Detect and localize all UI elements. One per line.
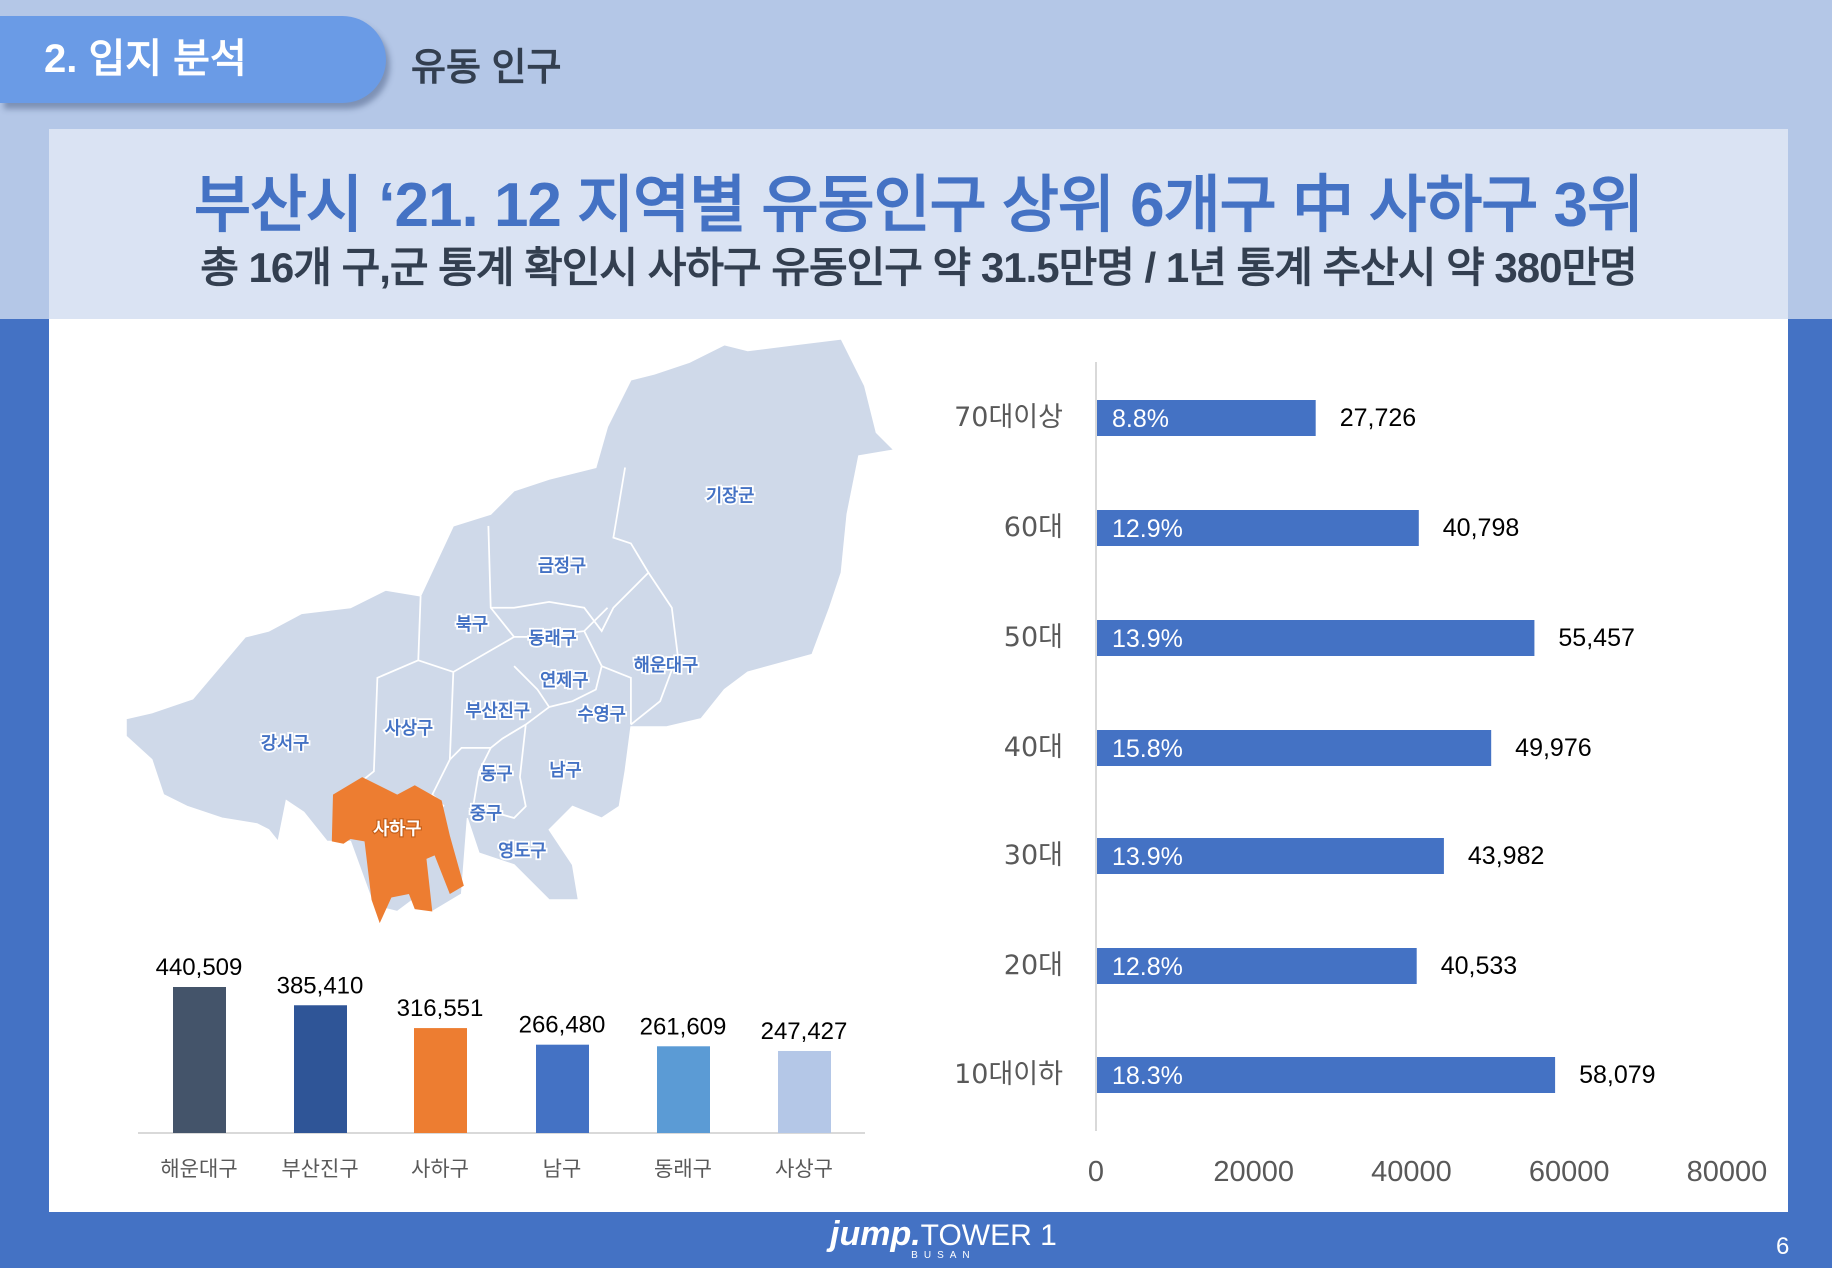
district-label-sahagu: 사하구 xyxy=(373,818,421,839)
hbar-percent-label: 15.8% xyxy=(1112,735,1183,763)
bar-2 xyxy=(414,1028,467,1133)
x-tick-label: 20000 xyxy=(1213,1156,1294,1188)
district-label: 동구 xyxy=(480,764,512,784)
bar-value-label: 440,509 xyxy=(156,954,243,981)
bar-category-label: 동래구 xyxy=(654,1157,712,1181)
hbar-percent-label: 12.8% xyxy=(1112,953,1183,981)
bar-1 xyxy=(294,1005,347,1133)
bar-category-label: 사하구 xyxy=(411,1157,469,1181)
hbar-percent-label: 18.3% xyxy=(1112,1062,1183,1090)
sahagu-highlight xyxy=(331,777,464,924)
logo-tower: TOWER 1 xyxy=(920,1219,1057,1252)
hbar-3 xyxy=(1097,730,1492,766)
headline-subtitle: 총 16개 구,군 통계 확인시 사하구 유동인구 약 31.5만명 / 1년 … xyxy=(200,244,1638,291)
bar-3 xyxy=(536,1044,589,1133)
hbar-category-label: 20대 xyxy=(1004,950,1063,981)
bar-value-label: 316,551 xyxy=(397,995,484,1022)
hbar-1 xyxy=(1097,510,1419,546)
district-label: 남구 xyxy=(549,761,581,781)
hbar-value-label: 40,798 xyxy=(1443,514,1519,542)
hbar-percent-label: 13.9% xyxy=(1112,843,1183,871)
headline-title: 부산시 ‘21. 12 지역별 유동인구 상위 6개구 中 사하구 3위 xyxy=(193,171,1644,240)
bar-value-label: 266,480 xyxy=(519,1012,606,1039)
bar-category-label: 사상구 xyxy=(775,1157,833,1181)
hbar-2 xyxy=(1097,620,1535,656)
bar-0 xyxy=(173,987,226,1133)
district-label: 북구 xyxy=(456,615,488,635)
hbar-6 xyxy=(1097,1057,1556,1093)
busan-outline xyxy=(125,338,896,913)
hbar-category-label: 40대 xyxy=(1004,732,1063,763)
district-label: 중구 xyxy=(470,804,502,824)
hbar-category-label: 60대 xyxy=(1004,512,1063,543)
hbar-category-label: 50대 xyxy=(1004,622,1063,653)
page-number: 6 xyxy=(1776,1233,1790,1260)
hbar-percent-label: 8.8% xyxy=(1112,405,1169,433)
x-tick-label: 60000 xyxy=(1529,1156,1610,1188)
footer-logo: jump.TOWER 1 BUSAN xyxy=(830,1215,1057,1261)
hbar-category-label: 10대이하 xyxy=(954,1059,1063,1090)
hbar-value-label: 58,079 xyxy=(1579,1061,1655,1089)
bar-category-label: 해운대구 xyxy=(160,1157,237,1181)
bar-4 xyxy=(657,1046,710,1133)
section-tab: 2. 입지 분석 xyxy=(0,16,386,103)
bar-category-label: 부산진구 xyxy=(281,1157,358,1181)
hbar-category-label: 30대 xyxy=(1004,840,1063,871)
hbar-value-label: 43,982 xyxy=(1468,842,1544,870)
hbar-percent-label: 12.9% xyxy=(1112,515,1183,543)
district-label: 부산진구 xyxy=(465,701,529,721)
district-label: 동래구 xyxy=(528,629,576,649)
district-label: 사상구 xyxy=(385,719,433,739)
district-label: 강서구 xyxy=(261,734,309,754)
hbar-4 xyxy=(1097,838,1444,874)
hbar-category-label: 70대이상 xyxy=(954,402,1063,433)
hbar-value-label: 55,457 xyxy=(1558,624,1634,652)
hbar-value-label: 40,533 xyxy=(1441,952,1517,980)
section-title: 2. 입지 분석 xyxy=(44,37,247,81)
bar-value-label: 247,427 xyxy=(761,1018,848,1045)
hbar-5 xyxy=(1097,948,1417,984)
bar-5 xyxy=(778,1050,831,1133)
hbar-value-label: 49,976 xyxy=(1515,734,1591,762)
x-tick-label: 40000 xyxy=(1371,1156,1452,1188)
district-label: 영도구 xyxy=(498,842,546,862)
subsection-title: 유동 인구 xyxy=(411,47,562,89)
district-label: 수영구 xyxy=(578,705,626,725)
headline-box: 부산시 ‘21. 12 지역별 유동인구 상위 6개구 中 사하구 3위 총 1… xyxy=(49,129,1788,319)
bar-value-label: 261,609 xyxy=(640,1013,727,1040)
logo-busan: BUSAN xyxy=(911,1250,976,1261)
hbar-value-label: 27,726 xyxy=(1340,404,1416,432)
logo-jump: jump. xyxy=(830,1215,921,1253)
district-label: 연제구 xyxy=(540,671,588,691)
district-borders xyxy=(361,467,679,820)
hbar-percent-label: 13.9% xyxy=(1112,625,1183,653)
x-tick-label: 0 xyxy=(1088,1156,1104,1188)
x-tick-label: 80000 xyxy=(1687,1156,1768,1188)
bar-value-label: 385,410 xyxy=(277,972,364,999)
district-label: 기장군 xyxy=(706,486,754,506)
district-label: 해운대구 xyxy=(634,656,698,676)
hbar-0 xyxy=(1097,400,1316,436)
bar-category-label: 남구 xyxy=(543,1157,582,1181)
district-label: 금정구 xyxy=(538,556,586,576)
